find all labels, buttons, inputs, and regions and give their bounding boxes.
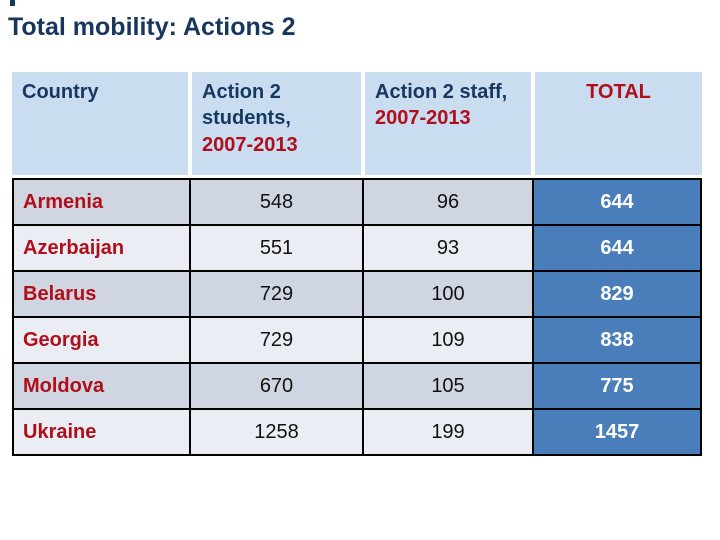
column-header-label: Action 2 staff, — [375, 81, 508, 103]
mobility-table: Country Action 2 students, 2007-2013 Act… — [12, 72, 702, 456]
table-row: Azerbaijan 551 93 644 — [14, 226, 700, 272]
table-row: Moldova 670 105 775 — [14, 364, 700, 410]
cell-staff: 105 — [364, 364, 534, 408]
cell-country: Armenia — [14, 180, 191, 224]
cell-staff: 100 — [364, 272, 534, 316]
cell-students: 548 — [191, 180, 364, 224]
cell-staff: 109 — [364, 318, 534, 362]
cell-staff: 199 — [364, 410, 534, 454]
cell-total: 644 — [534, 226, 700, 270]
column-header-staff: Action 2 staff, 2007-2013 — [365, 72, 531, 175]
cell-students: 1258 — [191, 410, 364, 454]
column-header-label: TOTAL — [586, 81, 651, 103]
cell-country: Ukraine — [14, 410, 191, 454]
table-row: Armenia 548 96 644 — [14, 180, 700, 226]
cell-staff: 93 — [364, 226, 534, 270]
cell-total: 829 — [534, 272, 700, 316]
column-header-period: 2007-2013 — [202, 133, 298, 156]
column-header-label: Country — [22, 81, 99, 103]
cell-total: 1457 — [534, 410, 700, 454]
cell-students: 670 — [191, 364, 364, 408]
column-header-period: 2007-2013 — [375, 107, 471, 130]
cell-students: 551 — [191, 226, 364, 270]
column-header-total: TOTAL — [535, 72, 702, 175]
table-row: Ukraine 1258 199 1457 — [14, 410, 700, 454]
cell-staff: 96 — [364, 180, 534, 224]
cell-total: 644 — [534, 180, 700, 224]
cell-country: Azerbaijan — [14, 226, 191, 270]
cell-students: 729 — [191, 318, 364, 362]
slide-edge-mark — [10, 0, 15, 6]
column-header-students: Action 2 students, 2007-2013 — [192, 72, 361, 175]
table-body: Armenia 548 96 644 Azerbaijan 551 93 644… — [12, 178, 702, 456]
cell-country: Georgia — [14, 318, 191, 362]
cell-country: Belarus — [14, 272, 191, 316]
column-header-label: Action 2 students, — [202, 81, 291, 130]
cell-total: 775 — [534, 364, 700, 408]
table-row: Georgia 729 109 838 — [14, 318, 700, 364]
cell-total: 838 — [534, 318, 700, 362]
cell-students: 729 — [191, 272, 364, 316]
table-row: Belarus 729 100 829 — [14, 272, 700, 318]
table-header-row: Country Action 2 students, 2007-2013 Act… — [12, 72, 702, 175]
column-header-country: Country — [12, 72, 188, 175]
page-title: Total mobility: Actions 2 — [8, 13, 296, 41]
cell-country: Moldova — [14, 364, 191, 408]
